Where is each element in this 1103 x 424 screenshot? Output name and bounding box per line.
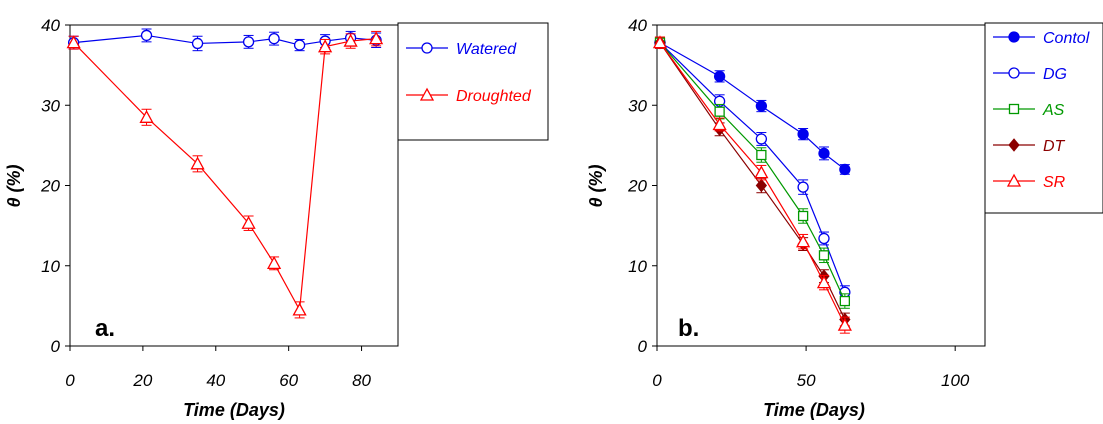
panel-b-x-tick-label: 50 xyxy=(797,371,816,390)
panel-b-data-point-as xyxy=(839,295,851,307)
panel-a-y-axis-title: θ (%) xyxy=(4,164,24,207)
panel-a-y-tick-label: 10 xyxy=(41,257,60,276)
panel-a-data-point-watered xyxy=(268,32,280,45)
panel-b-data-point-sr xyxy=(652,35,668,49)
panel-a-data-point-droughted xyxy=(139,109,154,123)
panel-b-data-point-as xyxy=(714,106,725,117)
panel-b-data-point-dt xyxy=(755,178,768,193)
panel-b-series-line-contol xyxy=(659,42,846,170)
panel-b-y-tick-label: 10 xyxy=(628,257,647,276)
panel-a-x-axis-title: Time (Days) xyxy=(183,400,285,420)
panel-b-data-point-sr xyxy=(796,234,811,248)
panel-a-data-point-droughted xyxy=(241,215,256,229)
panel-a-data-point-watered xyxy=(140,29,153,42)
panel-b-data-point-dg xyxy=(797,181,809,193)
panel-a-data-point-droughted xyxy=(190,156,205,170)
panel-a-y-tick-label: 30 xyxy=(41,96,60,115)
panel-a-x-tick-label: 20 xyxy=(132,371,152,390)
panel-b-data-point-dg xyxy=(818,232,830,245)
panel-b-data-point-as xyxy=(797,210,809,222)
panel-a-y-tick-label: 20 xyxy=(40,177,60,196)
panel-a-series-line-droughted xyxy=(73,38,377,312)
panel-b-legend-label: DT xyxy=(1043,138,1066,155)
panel-b-legend-label: Contol xyxy=(1043,30,1090,47)
panel-a-data-point-watered xyxy=(242,36,255,48)
panel-b-series-line-dt xyxy=(659,42,846,320)
panel-a-series-line-watered xyxy=(73,34,377,46)
panel-a-x-tick-label: 60 xyxy=(279,371,298,390)
panel-b-data-point-contol xyxy=(818,147,830,160)
panel-b-x-tick-label: 0 xyxy=(652,371,662,390)
panel-b-legend-label: DG xyxy=(1043,66,1067,83)
panel-b-y-tick-label: 20 xyxy=(627,177,647,196)
panel-b-x-tick-label: 100 xyxy=(941,371,970,390)
panel-b-data-point-contol xyxy=(755,100,768,112)
panel-a-plot-frame xyxy=(69,24,399,347)
panel-a-x-tick-label: 80 xyxy=(352,371,371,390)
panel-a-legend-label: Droughted xyxy=(456,88,532,105)
panel-a-legend-marker xyxy=(419,87,435,101)
panel-b-panel-label: b. xyxy=(678,315,699,342)
panel-b-data-point-contol xyxy=(713,70,726,83)
panel-a-legend-label: Watered xyxy=(456,41,517,58)
panel-b-legend-marker xyxy=(1008,31,1020,43)
panel-b-legend-marker xyxy=(1006,173,1022,187)
panel-b-data-point-as xyxy=(818,250,830,261)
panel-b-data-point-sr xyxy=(712,117,727,131)
panel-a-data-point-watered xyxy=(191,37,204,50)
panel-b-data-point-sr xyxy=(837,317,852,331)
panel-b-y-tick-label: 0 xyxy=(638,337,648,356)
panel-b-series-line-dg xyxy=(659,42,846,293)
panel-b-series-line-sr xyxy=(659,42,846,326)
panel-a-panel-label: a. xyxy=(95,315,115,342)
panel-a-data-point-droughted xyxy=(66,35,81,49)
panel-b-y-tick-label: 30 xyxy=(628,96,647,115)
panel-b-plot-frame xyxy=(656,24,986,347)
panel-b-data-point-as xyxy=(756,149,767,161)
panel-a-data-point-droughted xyxy=(369,31,384,45)
panel-b-data-point-dg xyxy=(755,133,768,145)
panel-b-data-point-contol xyxy=(797,128,809,140)
panel-a-data-point-droughted xyxy=(343,33,358,47)
panel-a-legend-marker xyxy=(421,42,433,54)
panel-b-data-point-sr xyxy=(754,165,769,179)
panel-a-data-point-watered xyxy=(293,39,306,51)
panel-a-data-point-droughted xyxy=(292,302,307,316)
panel-b-data-point-sr xyxy=(816,275,832,289)
panel-a-y-tick-label: 40 xyxy=(41,16,60,35)
panel-a-data-point-droughted xyxy=(318,39,333,53)
panel-b-y-axis-title: θ (%) xyxy=(586,164,606,207)
panel-b-legend-label: AS xyxy=(1042,102,1065,119)
panel-b-legend-marker xyxy=(1008,138,1020,152)
panel-a-x-tick-label: 40 xyxy=(206,371,225,390)
panel-a-data-point-droughted xyxy=(266,255,282,269)
panel-a-x-tick-label: 0 xyxy=(65,371,75,390)
panel-b-y-tick-label: 40 xyxy=(628,16,647,35)
panel-b-data-point-contol xyxy=(839,163,851,176)
panel-b-legend-marker xyxy=(1008,67,1020,79)
panel-a-legend-box xyxy=(397,22,549,141)
panel-b-legend-marker xyxy=(1008,103,1020,115)
panel-a-y-tick-label: 0 xyxy=(51,337,61,356)
panel-b-legend-label: SR xyxy=(1043,174,1066,191)
panel-b-x-axis-title: Time (Days) xyxy=(763,400,865,420)
